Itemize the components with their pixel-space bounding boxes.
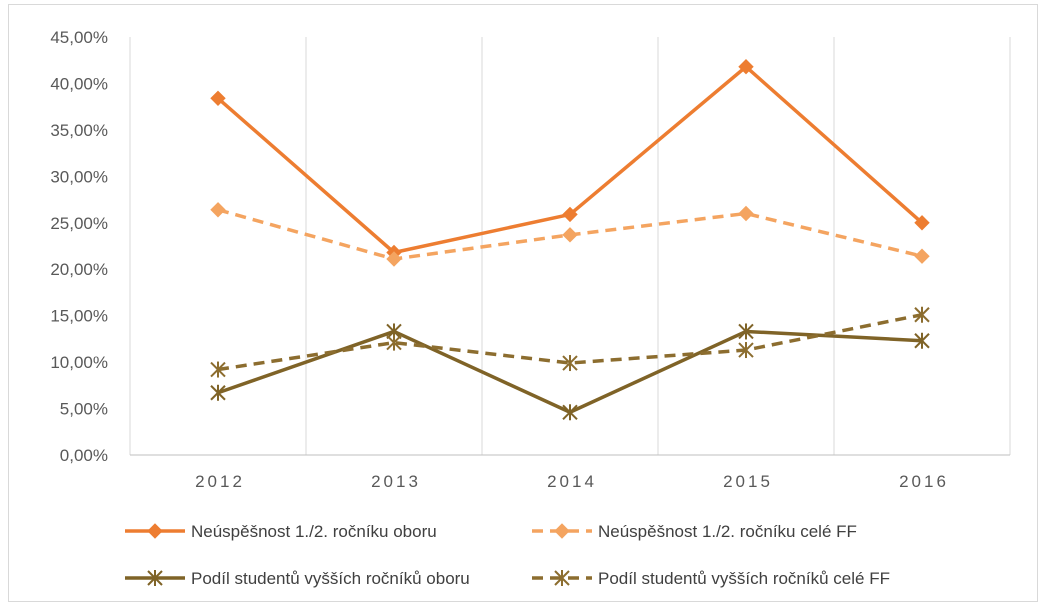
legend-label: Neúspěšnost 1./2. ročníku celé FF — [598, 522, 857, 541]
legend-marker — [554, 570, 570, 586]
data-point — [738, 59, 754, 75]
legend-label: Podíl studentů vyšších ročníků oboru — [191, 569, 470, 588]
data-point — [562, 404, 578, 421]
data-point — [210, 384, 226, 401]
chart-frame — [8, 4, 1038, 602]
data-point — [914, 248, 930, 264]
y-tick-label: 5,00% — [60, 400, 108, 419]
data-point — [210, 90, 226, 107]
data-point — [562, 227, 578, 243]
data-point — [562, 206, 578, 223]
data-point — [738, 342, 754, 359]
data-point — [914, 215, 930, 231]
data-point — [914, 306, 930, 323]
y-tick-label: 25,00% — [50, 214, 108, 233]
series-line-4 — [217, 313, 923, 372]
data-point — [210, 361, 226, 378]
data-point — [562, 355, 578, 372]
data-point — [386, 251, 402, 267]
y-tick-label: 15,00% — [50, 307, 108, 326]
y-tick-label: 35,00% — [50, 121, 108, 140]
legend-marker — [554, 523, 570, 539]
y-tick-label: 20,00% — [50, 260, 108, 279]
x-tick-label: 2013 — [371, 472, 421, 491]
x-tick-label: 2016 — [899, 472, 949, 491]
series-line-3 — [217, 329, 923, 415]
y-tick-label: 0,00% — [60, 446, 108, 465]
data-point — [738, 323, 754, 340]
legend-marker — [147, 523, 163, 539]
x-tick-label: 2015 — [723, 472, 773, 491]
data-point — [386, 334, 402, 351]
y-tick-label: 45,00% — [50, 28, 108, 47]
x-tick-label: 2014 — [547, 472, 597, 491]
data-point — [210, 202, 226, 218]
legend-marker — [147, 570, 163, 586]
data-point — [914, 332, 930, 349]
legend-label: Neúspěšnost 1./2. ročníku oboru — [191, 522, 437, 541]
series-line-1 — [216, 64, 924, 255]
legend-label: Podíl studentů vyšších ročníků celé FF — [598, 569, 890, 588]
y-tick-label: 10,00% — [50, 353, 108, 372]
x-tick-label: 2012 — [195, 472, 245, 491]
y-tick-label: 30,00% — [50, 167, 108, 186]
data-point — [738, 205, 754, 222]
y-tick-label: 40,00% — [50, 74, 108, 93]
